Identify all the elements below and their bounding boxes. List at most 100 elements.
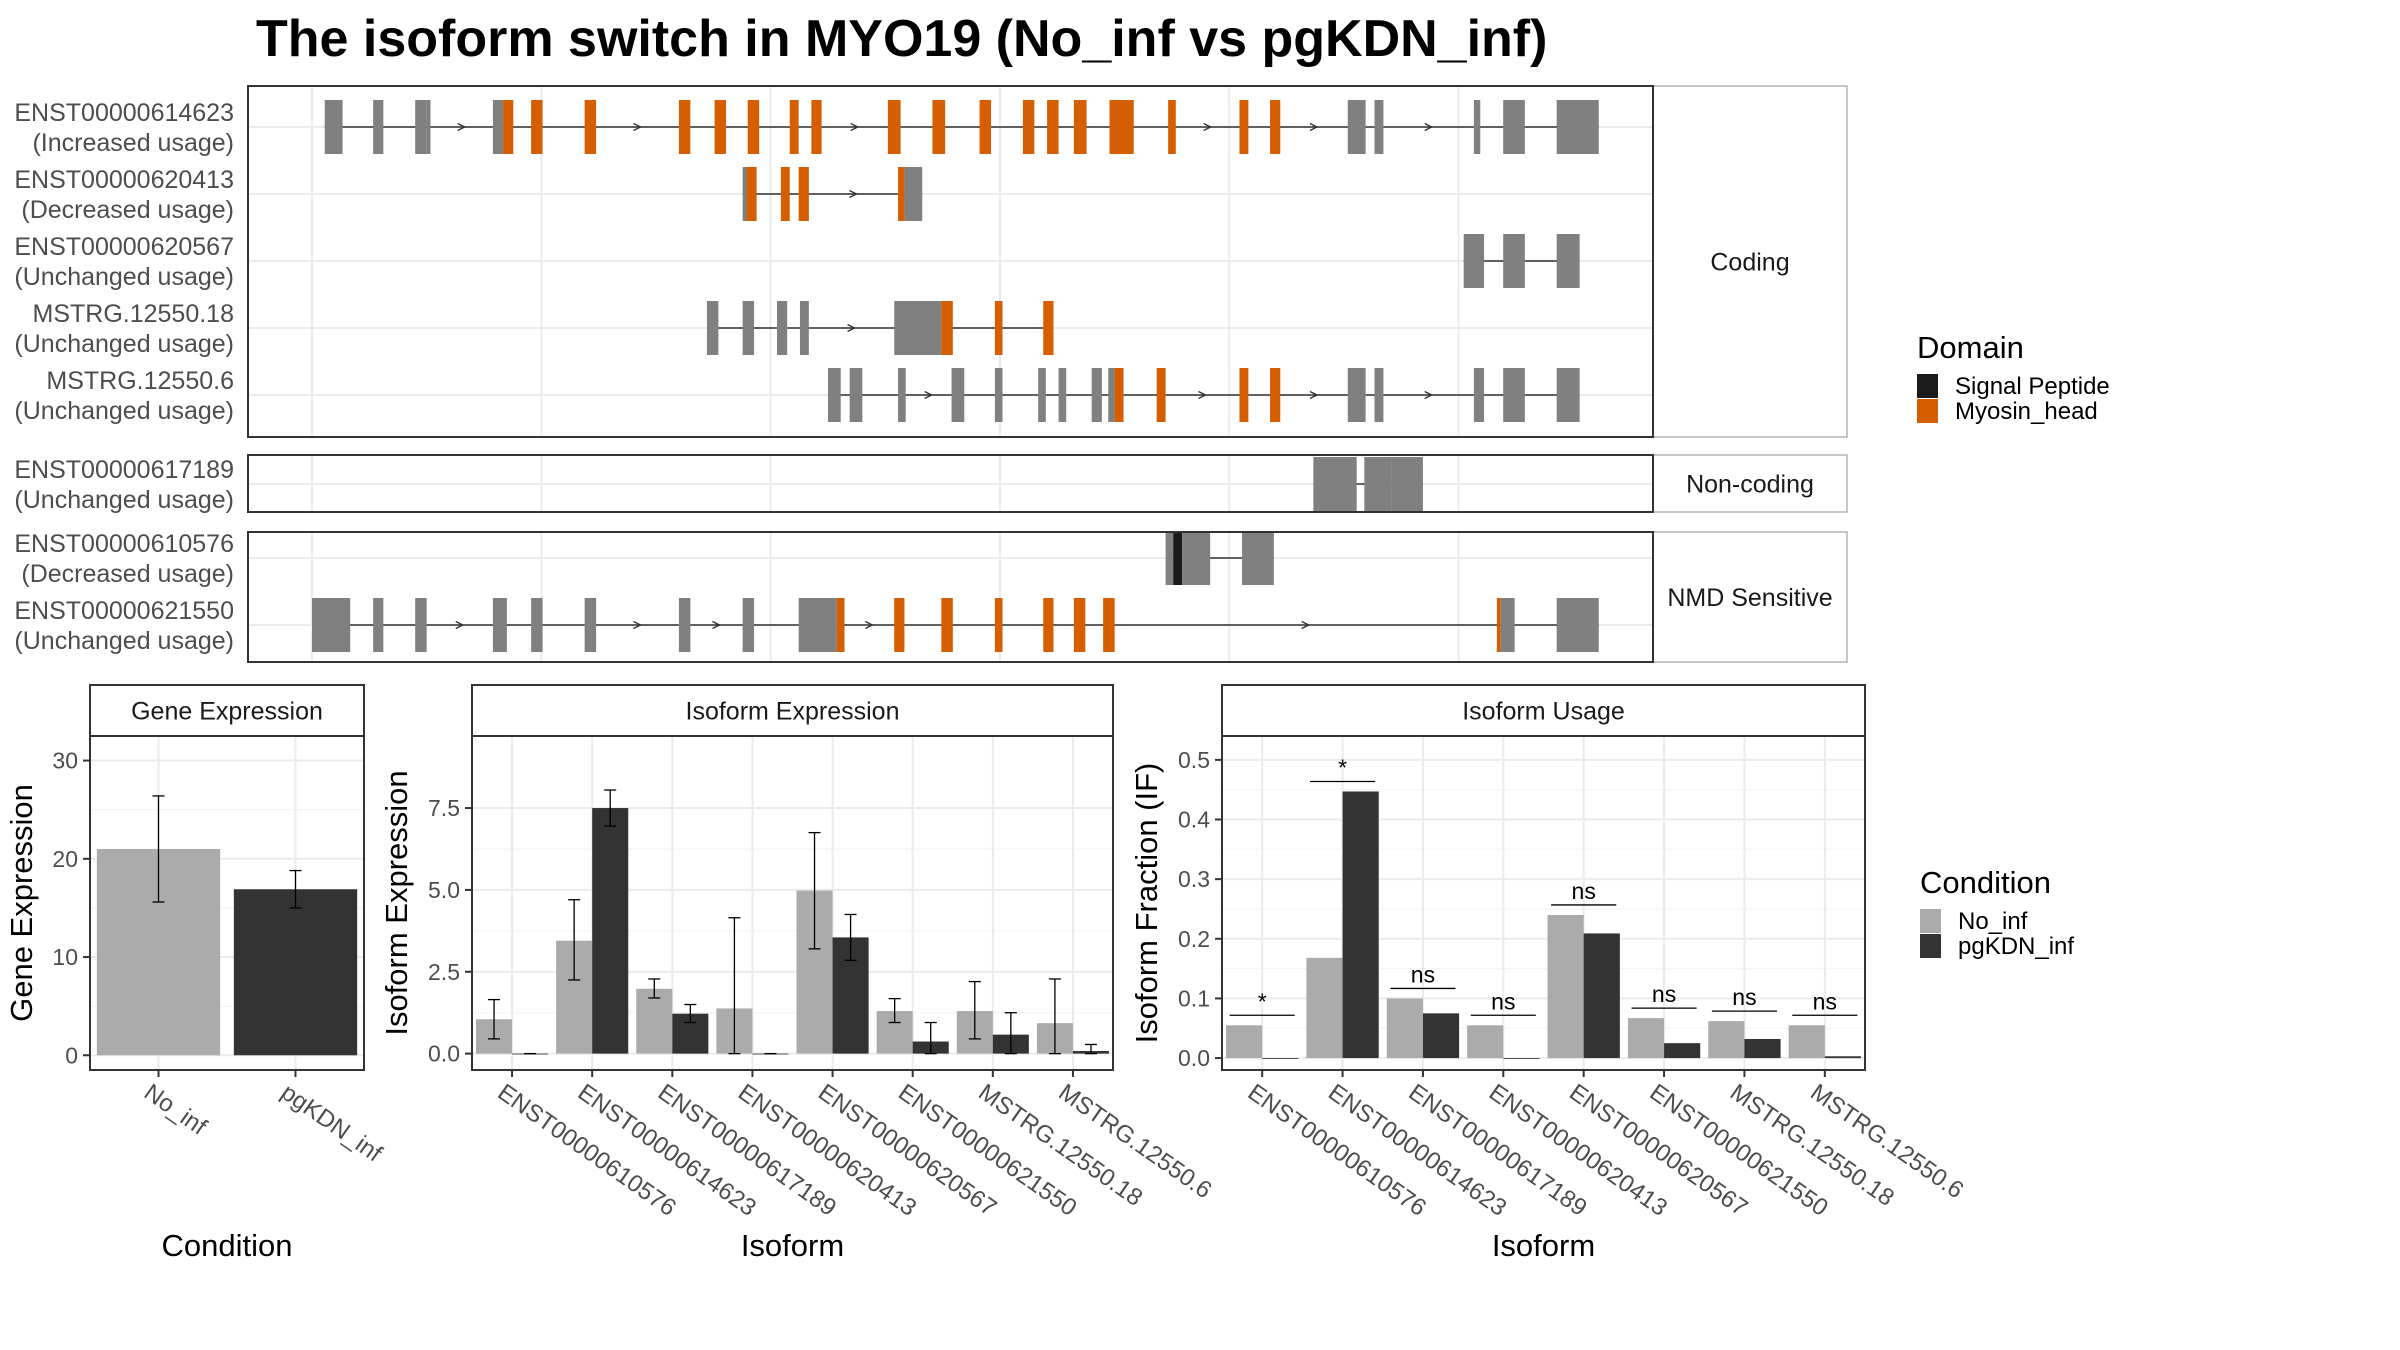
exon-block [1239,368,1249,422]
exon-block [1374,100,1384,154]
panel-title: Isoform Expression [686,698,900,726]
bar [1422,1013,1460,1059]
exon-block [373,598,384,652]
exon-block [836,598,845,652]
bar [1226,1025,1263,1059]
exon-block [492,598,507,652]
exon-block [1391,457,1423,511]
y-tick-label: 0.5 [1178,747,1210,773]
strand-arrow [1309,122,1319,132]
y-tick-label: 30 [52,748,78,774]
exon-block [1374,368,1384,422]
exon-block [1556,100,1599,154]
exon-block [1043,598,1054,652]
strand-arrow [1424,390,1434,400]
panel-border [471,735,1114,1071]
y-tick-label: 0.0 [428,1041,460,1067]
gene-expression-panel: Gene Expression 0 10 20 30 No_inf pgKDN_inf Con… [4,684,387,1263]
exon-block [1073,100,1087,154]
y-tick-label: 0 [65,1042,78,1068]
bar [1824,1056,1861,1059]
bar [1342,791,1379,1059]
exon-block [1156,368,1166,422]
strand-arrow [633,122,643,132]
exon-block [1347,368,1366,422]
exon-block [415,598,427,652]
panel-border [89,735,365,1071]
exon-block [1556,368,1580,422]
x-axis-title: Condition [162,1228,293,1263]
y-tick-label: 0.1 [1178,985,1210,1011]
exon-block [584,100,597,154]
strand-arrow [457,122,467,132]
significance-label: * [1338,754,1347,780]
bar [1788,1025,1825,1059]
panel-strip [471,684,1114,737]
exon-block [1556,598,1599,652]
exon-block [1047,100,1059,154]
y-tick-label: 0.2 [1178,926,1210,952]
exon-block [789,100,799,154]
exon-block [312,598,351,652]
exon-block [1173,531,1183,585]
exon-block [531,100,543,154]
transcript-usage-label: (Unchanged usage) [14,397,234,425]
transcript-usage-label: (Unchanged usage) [14,263,234,291]
significance-label: ns [1491,988,1515,1014]
strand-arrow [1309,390,1319,400]
exon-block [415,100,427,154]
legend-label: Signal Peptide [1955,373,2110,400]
legend-title: Domain [1917,330,2024,365]
exon-block [1239,100,1249,154]
exon-block [503,100,514,154]
exon-block [798,598,837,652]
bar [1262,1058,1299,1059]
exon-block [1022,100,1035,154]
bar [592,808,629,1054]
y-tick-label: 20 [52,846,78,872]
significance-label: ns [1411,961,1435,987]
exon-block [1270,100,1281,154]
significance-label: ns [1813,988,1837,1014]
y-tick-label: 7.5 [428,795,460,821]
transcript-id-label: ENST00000614623 [14,99,234,127]
exon-block [932,100,946,154]
facet-strip-label: Coding [1710,249,1789,277]
y-tick-label: 10 [52,944,78,970]
exon-block [1503,100,1525,154]
exon-block [894,598,905,652]
facet-strip [1652,531,1848,663]
strand-arrow [1424,122,1434,132]
bar [1708,1021,1745,1059]
exon-block [898,368,906,422]
bar [1386,998,1423,1059]
panel-strip [1221,684,1866,737]
transcript-usage-label: (Decreased usage) [21,560,234,588]
exon-block [747,100,760,154]
exon-block [798,167,809,221]
exon-block [742,167,747,221]
strand-arrow [455,620,465,630]
exon-block [898,167,905,221]
transcript-id-label: MSTRG.12550.6 [46,367,234,395]
y-tick-label: 2.5 [428,959,460,985]
panel-border [247,85,1654,438]
strand-arrow [924,390,934,400]
y-tick-label: 0.4 [1178,807,1210,833]
exon-block [827,368,841,422]
significance-label: ns [1732,984,1756,1010]
strand-arrow [865,620,874,630]
x-axis-title: Isoform [741,1228,844,1263]
exon-block [742,301,755,355]
exon-block [777,301,788,355]
y-tick-label: 0.0 [1178,1045,1210,1071]
transcript-id-label: ENST00000620567 [14,233,234,261]
bar [1467,1025,1504,1059]
bar [1627,1018,1665,1059]
exon-block [941,301,953,355]
strand-arrow [850,122,860,132]
facet-strip-label: Non-coding [1686,471,1814,499]
y-axis-title: Isoform Expression [379,770,414,1035]
legend-label: pgKDN_inf [1958,933,2074,960]
transcript-id-label: ENST00000621550 [14,597,234,625]
